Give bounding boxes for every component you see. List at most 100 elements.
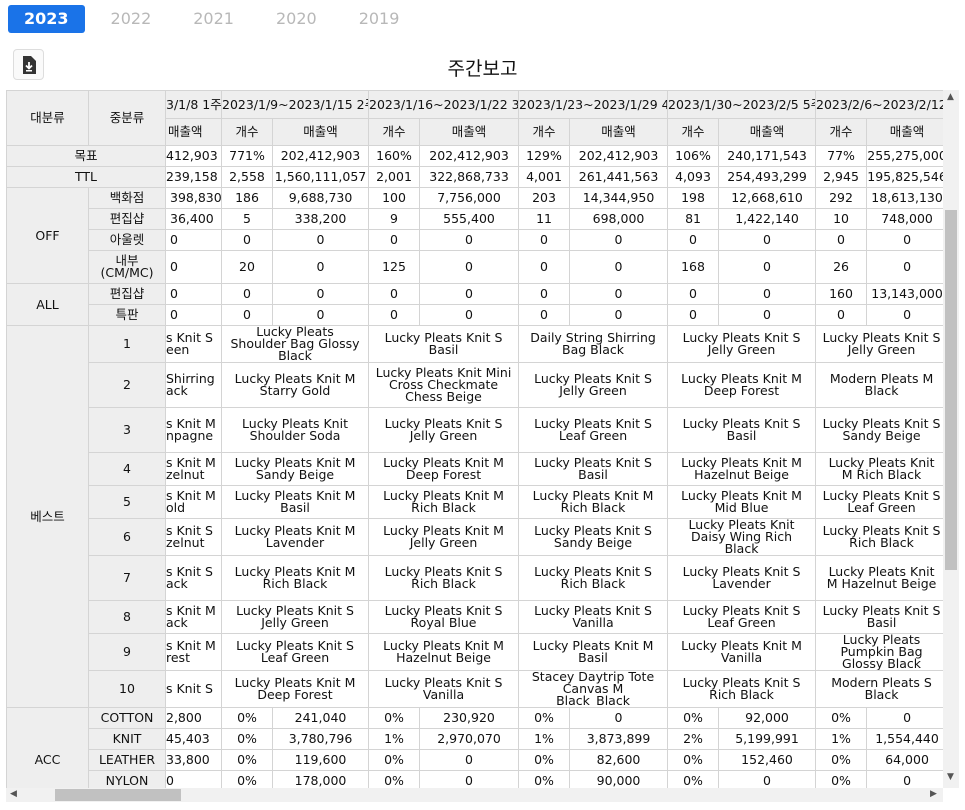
best-item: Lucky Pleats Knit M Deep Forest [667,362,817,408]
acc-cell: 0% [368,770,421,788]
data-cell: 1,422,140 [718,208,817,230]
acc-cell: 0% [221,770,273,788]
data-cell: 0 [718,250,817,284]
data-cell: 0 [866,229,943,251]
best-item: s Knit M old [165,485,222,519]
horizontal-scroll-thumb[interactable] [55,789,181,801]
subcategory-label: 내부 (CM/MC) [88,250,166,284]
acc-row: NYLON 0 0% 178,000 0% 0 0% 90,000 0% 0 0% 0 [7,770,943,788]
subcategory-label: 편집샵 [88,283,166,305]
data-cell: 9,688,730 [271,187,370,209]
tab-2020[interactable]: 2020 [275,9,317,28]
best-row: 2 Shirring ack Lucky Pleats Knit M Starry … [7,362,943,408]
best-item: Lucky Pleats Knit M Vanilla [667,633,817,671]
arrow-up-icon[interactable]: ▲ [947,92,954,102]
acc-cell: 33,800 [165,749,222,771]
best-item: Stacey Daytrip Tote Canvas M Black_Black [518,670,669,708]
tab-2022[interactable]: 2022 [110,9,152,28]
arrow-right-icon[interactable]: ▶ [930,789,937,799]
acc-cell: 0% [518,770,571,788]
acc-cell: 0% [667,749,720,771]
acc-cell: 5,199,991 [718,728,817,750]
data-row: 편집샵 36,400 5 338,200 9 555,400 11 698,000 81 1,42… [7,208,943,230]
data-cell: 0 [419,283,520,305]
best-item: Lucky Pleats Knit S Jelly Green [815,325,943,363]
data-cell: 0 [221,283,273,305]
acc-cell: 64,000 [866,749,943,771]
tab-2021[interactable]: 2021 [193,9,234,28]
arrow-down-icon[interactable]: ▼ [947,772,954,782]
data-cell: 0 [569,283,669,305]
acc-cell: 2,800 [165,707,222,729]
arrow-left-icon[interactable]: ◀ [10,789,17,799]
summary-cell: 4,093 [667,166,720,188]
acc-cell: 0 [569,707,669,729]
acc-cell: 3,780,796 [271,728,370,750]
acc-row: KNIT 45,403 0% 3,780,796 1% 2,970,070 1% 3,873,… [7,728,943,750]
header-subrow: 매출액 개수 매출액 개수 매출액 개수 매출액 개수 매출액 개수 매출액 [7,118,943,146]
best-item: Modern Pleats M Black [815,362,943,408]
horizontal-scrollbar[interactable] [6,788,943,802]
header-week-2: 2023/1/9~2023/1/15 2주 [220,90,370,119]
best-item: s Knit S ack [165,555,222,601]
acc-cell: 0% [518,749,571,771]
best-item: Lucky Pleats Knit M Sandy Beige [220,452,370,486]
best-item: Lucky Pleats Knit S Basil [368,325,520,363]
data-cell: 0 [815,229,868,251]
acc-cell: 0% [815,770,868,788]
best-rank: 1 [88,325,166,363]
best-item: Lucky Pleats Knit M Deep Forest [368,452,520,486]
best-item: Lucky Pleats Knit S Rich Black [518,555,669,601]
header-count: 개수 [815,118,868,146]
best-item: Lucky Pleats Knit S Jelly Green [667,325,817,363]
best-item: Lucky Pleats Knit S Sandy Beige [518,518,669,556]
data-cell: 0 [271,250,370,284]
best-row: 10 s Knit S Lucky Pleats Knit M Deep Fores… [7,670,943,708]
summary-row: 목표 412,903 771% 202,412,903 160% 202,412,903 1… [6,145,943,167]
best-item: Lucky Pleats Knit S Jelly Green [518,362,669,408]
download-icon [22,55,36,74]
acc-cell: 90,000 [569,770,669,788]
header-count: 개수 [368,118,421,146]
data-cell: 0 [419,250,520,284]
best-item: Lucky Pleats Knit M Mid Blue [667,485,817,519]
acc-cell: 1% [815,728,868,750]
summary-cell: 771% [221,145,273,167]
data-cell: 748,000 [866,208,943,230]
data-cell: 0 [368,229,421,251]
best-rank: 2 [88,362,166,408]
data-cell: 698,000 [569,208,669,230]
vertical-scroll-thumb[interactable] [945,210,957,570]
best-item: Lucky Pleats Knit S Basil [815,600,943,634]
best-item: Lucky Pleats Knit Daisy Wing Rich Black [667,518,817,556]
best-item: Lucky Pleats Knit Shoulder Soda [220,407,370,453]
data-cell: 168 [667,250,720,284]
best-item: Lucky Pleats Knit S Rich Black [368,555,520,601]
tab-2023[interactable]: 2023 [8,5,85,33]
data-cell: 0 [165,304,222,326]
header-count: 개수 [518,118,571,146]
best-item: Lucky Pleats Knit S Lavender [667,555,817,601]
data-cell: 20 [221,250,273,284]
tab-2019[interactable]: 2019 [358,9,400,28]
data-cell: 0 [518,283,571,305]
best-item: Lucky Pleats Knit M Starry Gold [220,362,370,408]
summary-cell: 202,412,903 [419,145,520,167]
best-rank: 10 [88,670,166,708]
data-cell: 198 [667,187,720,209]
best-item: Lucky Pleats Knit S Basil [518,452,669,486]
download-button[interactable] [13,49,44,80]
best-item: s Knit M zelnut [165,452,222,486]
acc-cell: 2,970,070 [419,728,520,750]
data-cell: 18,613,130 [866,187,943,209]
best-item: Lucky Pleats Knit S Rich Black [667,670,817,708]
data-cell: 186 [221,187,273,209]
data-cell: 0 [718,304,817,326]
report-grid[interactable]: 대분류 중분류 3/1/8 1주 2023/1/9~2023/1/15 2주 2023/… [6,90,943,788]
best-rank: 6 [88,518,166,556]
best-item: Lucky Pleats Knit M Hazelnut Beige [368,633,520,671]
data-cell: 5 [221,208,273,230]
data-cell: 0 [271,229,370,251]
